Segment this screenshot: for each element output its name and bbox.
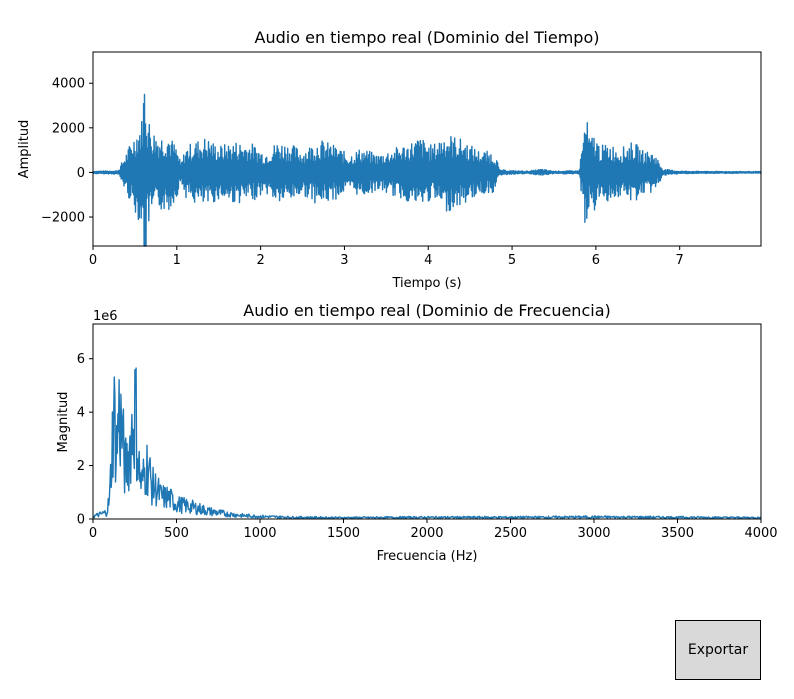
- freq-series-line: [92, 367, 762, 520]
- freq-x-ticks: 0 500 1000 1500 2000 2500 3000 3500 4000: [89, 519, 778, 541]
- freq-y-axis-label: Magnitud: [56, 392, 71, 453]
- freq-y-offset-text: 1e6: [93, 309, 118, 324]
- freq-x-tick-label: 0: [89, 526, 97, 541]
- freq-x-tick-label: 3500: [661, 526, 694, 541]
- time-y-ticks: −2000 0 2000 4000: [41, 77, 93, 226]
- time-domain-axes: Audio en tiempo real (Dominio del Tiempo…: [17, 28, 762, 291]
- time-y-axis-label: Amplitud: [17, 120, 32, 179]
- freq-x-axis-label: Frecuencia (Hz): [377, 549, 478, 564]
- time-y-tick-label: 0: [77, 166, 85, 181]
- time-x-tick-label: 5: [508, 253, 516, 268]
- freq-x-tick-label: 2000: [410, 526, 443, 541]
- freq-plot-frame: [92, 323, 762, 520]
- time-x-axis-label: Tiempo (s): [391, 276, 461, 291]
- freq-x-tick-label: 2500: [494, 526, 527, 541]
- freq-spectrum: [92, 367, 762, 520]
- freq-y-ticks: 0 2 4 6: [77, 352, 93, 528]
- freq-x-tick-label: 1500: [327, 526, 360, 541]
- time-y-tick-label: 4000: [52, 77, 85, 92]
- time-plot-frame: [92, 51, 762, 247]
- time-y-tick-label: 2000: [52, 121, 85, 136]
- freq-x-tick-label: 3000: [577, 526, 610, 541]
- time-x-tick-label: 6: [592, 253, 600, 268]
- freq-y-tick-label: 2: [77, 459, 85, 474]
- time-x-tick-label: 7: [676, 253, 684, 268]
- freq-x-tick-label: 4000: [744, 526, 777, 541]
- freq-x-tick-label: 1000: [243, 526, 276, 541]
- export-button[interactable]: Exportar: [675, 620, 761, 680]
- time-waveform: [92, 93, 762, 247]
- freq-x-tick-label: 500: [164, 526, 189, 541]
- time-x-tick-label: 3: [340, 253, 348, 268]
- freq-y-tick-label: 6: [77, 352, 85, 367]
- freq-y-tick-label: 0: [77, 513, 85, 528]
- time-series-line: [92, 93, 762, 247]
- freq-y-tick-label: 4: [77, 406, 85, 421]
- time-x-tick-label: 4: [424, 253, 432, 268]
- freq-chart-title: Audio en tiempo real (Dominio de Frecuen…: [243, 301, 610, 320]
- time-y-tick-label: −2000: [41, 211, 85, 226]
- time-x-tick-label: 1: [173, 253, 181, 268]
- time-chart-title: Audio en tiempo real (Dominio del Tiempo…: [255, 28, 600, 47]
- time-x-tick-label: 0: [89, 253, 97, 268]
- time-x-ticks: 0 1 2 3 4 5 6 7: [89, 246, 684, 268]
- time-x-tick-label: 2: [256, 253, 264, 268]
- frequency-domain-axes: Audio en tiempo real (Dominio de Frecuen…: [56, 301, 778, 564]
